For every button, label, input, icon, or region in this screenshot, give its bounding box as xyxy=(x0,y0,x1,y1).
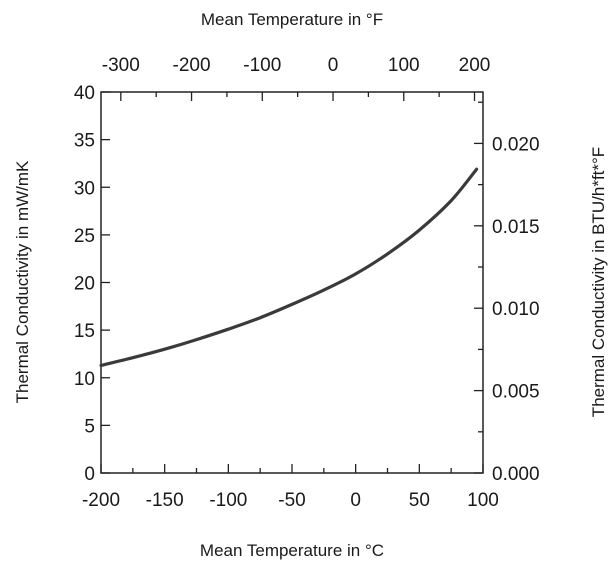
tick-labels: -200 -150 -100 -50 0 50 100-300 -200 -100 0 100 200… xyxy=(74,55,540,511)
y-right-tick-label: 0.015 xyxy=(492,217,540,238)
x-bottom-tick-label: 50 xyxy=(409,490,430,511)
y-left-tick-label: 0 xyxy=(84,464,95,485)
y-left-tick-label: 40 xyxy=(74,83,95,104)
x-axis-title-bottom: Mean Temperature in °C xyxy=(200,541,384,560)
x-bottom-tick-label: -100 xyxy=(209,490,247,511)
plot-frame xyxy=(100,91,484,474)
x-axis-title-top: Mean Temperature in °F xyxy=(201,10,383,29)
x-top-tick-label: 0 xyxy=(328,55,339,76)
y-left-tick-label: 25 xyxy=(74,226,95,247)
x-top-tick-label: -200 xyxy=(173,55,211,76)
x-bottom-tick-label: -150 xyxy=(146,490,184,511)
y-right-tick-label: 0.010 xyxy=(492,299,540,320)
y-right-tick-label: 0.000 xyxy=(492,464,540,485)
y-right-tick-label: 0.020 xyxy=(492,134,540,155)
x-bottom-tick-label: -200 xyxy=(82,490,120,511)
y-left-tick-label: 35 xyxy=(74,131,95,152)
y-left-tick-label: 10 xyxy=(74,369,95,390)
y-left-tick-label: 15 xyxy=(74,321,95,342)
x-top-tick-label: -100 xyxy=(243,55,281,76)
y-left-tick-label: 5 xyxy=(84,416,95,437)
y-right-tick-label: 0.005 xyxy=(492,382,540,403)
y-axis-title-right: Thermal Conductivity in BTU/h*ft*°F xyxy=(589,147,608,417)
x-bottom-tick-label: 0 xyxy=(350,490,361,511)
x-top-tick-label: -300 xyxy=(102,55,140,76)
x-bottom-tick-label: -50 xyxy=(278,490,305,511)
x-bottom-tick-label: 100 xyxy=(467,490,499,511)
y-axis-title-left: Thermal Conductivity in mW/mK xyxy=(13,160,32,403)
y-left-tick-label: 20 xyxy=(74,274,95,295)
x-top-tick-label: 200 xyxy=(459,55,491,76)
series-line-conductivity xyxy=(99,167,479,367)
y-left-tick-label: 30 xyxy=(74,178,95,199)
axis-ticks xyxy=(100,91,484,474)
x-top-tick-label: 100 xyxy=(388,55,420,76)
